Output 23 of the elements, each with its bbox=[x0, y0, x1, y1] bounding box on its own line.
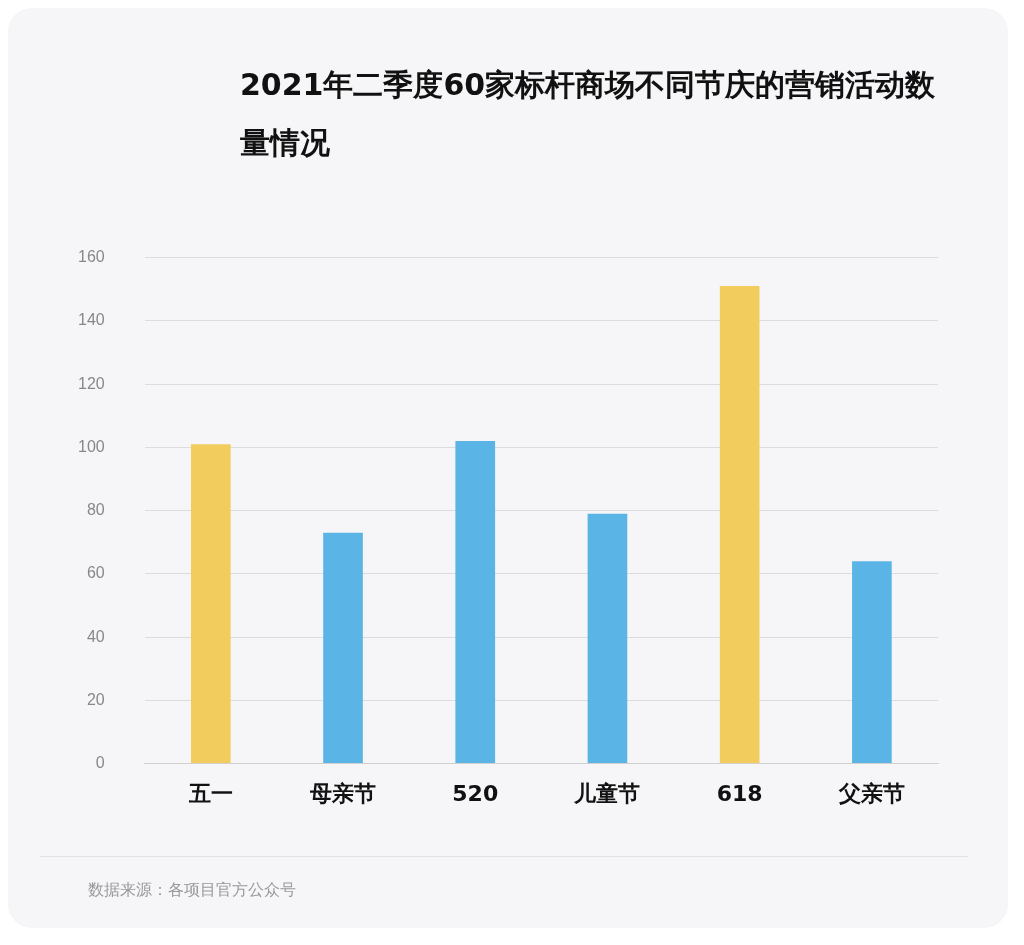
y-tick-label: 40 bbox=[86, 627, 105, 645]
bar bbox=[455, 441, 496, 764]
x-tick-label: 母亲节 bbox=[309, 780, 377, 806]
x-tick-label: 618 bbox=[716, 780, 763, 806]
y-tick-label: 160 bbox=[77, 248, 105, 266]
source-note: 数据来源：各项目官方公众号 bbox=[88, 880, 296, 901]
y-tick-label: 0 bbox=[95, 754, 105, 772]
x-tick-label: 五一 bbox=[187, 780, 233, 806]
bar bbox=[323, 532, 363, 764]
bar bbox=[190, 444, 231, 764]
y-tick-label: 100 bbox=[77, 437, 105, 455]
chart-title: 2021年二季度60家标杆商场不同节庆的营销活动数量情况 bbox=[240, 66, 937, 162]
bar bbox=[587, 513, 628, 764]
x-tick-label: 儿童节 bbox=[573, 780, 641, 806]
bar bbox=[719, 286, 760, 764]
bar bbox=[852, 561, 892, 764]
y-tick-label: 80 bbox=[86, 501, 105, 519]
x-tick-label: 520 bbox=[452, 780, 499, 806]
x-tick-label: 父亲节 bbox=[837, 780, 905, 806]
y-tick-label: 60 bbox=[86, 564, 105, 582]
y-tick-label: 140 bbox=[77, 311, 105, 329]
y-tick-label: 20 bbox=[86, 690, 105, 708]
y-tick-label: 120 bbox=[77, 374, 105, 392]
